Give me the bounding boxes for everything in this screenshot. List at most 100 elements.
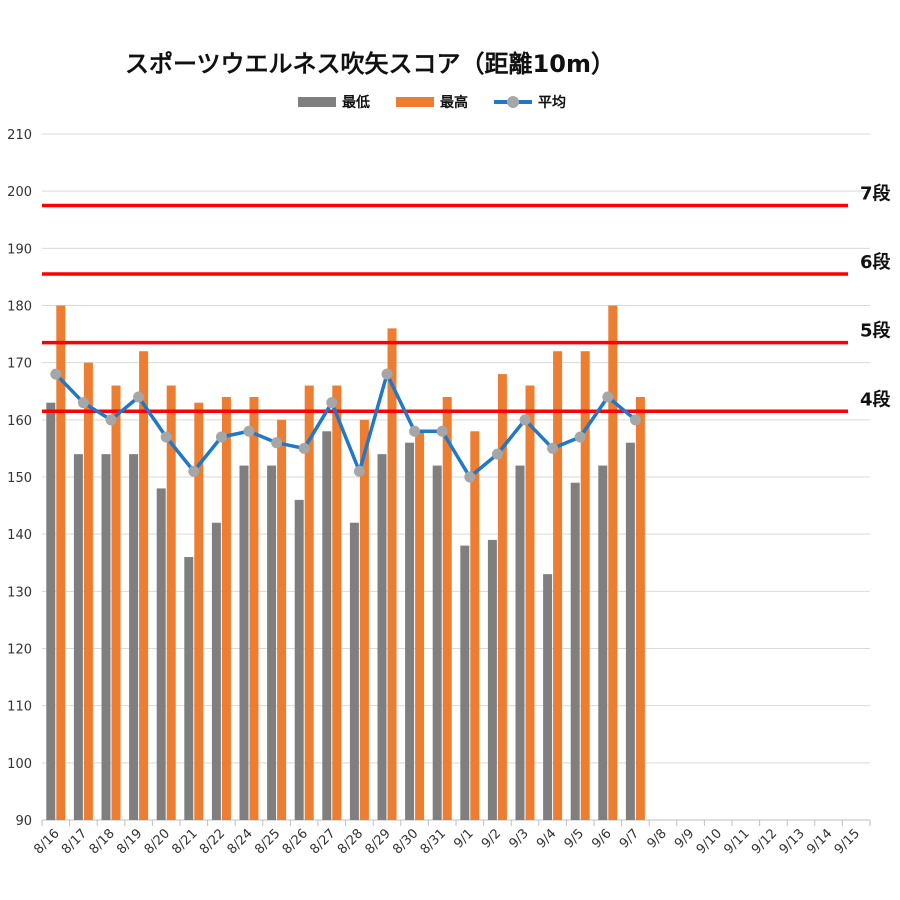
y-tick-label: 200 <box>7 185 32 200</box>
reference-label: 4段 <box>860 388 892 410</box>
avg-point <box>519 414 531 426</box>
bar-max <box>332 385 342 820</box>
legend-swatch-avg <box>494 96 532 108</box>
avg-point <box>271 437 283 449</box>
x-tick-label: 9/1 <box>451 826 476 851</box>
legend-label-min: 最低 <box>342 95 370 111</box>
y-tick-label: 90 <box>15 814 32 829</box>
x-tick-label: 9/8 <box>644 826 669 851</box>
reference-label: 7段 <box>860 182 892 204</box>
x-tick-label: 9/3 <box>506 826 531 851</box>
bar-min <box>129 454 139 820</box>
y-tick-label: 210 <box>7 128 32 143</box>
y-tick-label: 110 <box>7 700 32 715</box>
x-tick-label: 9/6 <box>589 826 614 851</box>
y-tick-label: 100 <box>7 757 32 772</box>
y-tick-label: 170 <box>7 357 32 372</box>
legend: 最低 最高 平均 <box>298 92 566 112</box>
avg-point <box>409 425 421 437</box>
avg-point <box>105 414 117 426</box>
legend-item-min: 最低 <box>298 92 370 112</box>
avg-point <box>215 431 227 443</box>
x-tick-label: 8/16 <box>31 826 62 857</box>
x-tick-label: 8/29 <box>363 826 394 857</box>
bar-min <box>570 482 580 820</box>
bar-max <box>166 385 176 820</box>
x-tick-label: 8/24 <box>225 826 256 857</box>
bar-min <box>487 539 497 820</box>
legend-item-max: 最高 <box>396 92 468 112</box>
avg-point <box>133 391 145 403</box>
x-tick-label: 9/10 <box>694 826 725 857</box>
bar-max <box>56 305 66 820</box>
x-tick-label: 8/30 <box>390 826 421 857</box>
x-tick-label: 8/26 <box>280 826 311 857</box>
legend-item-avg: 平均 <box>494 92 566 112</box>
avg-point <box>574 431 586 443</box>
y-tick-label: 120 <box>7 643 32 658</box>
legend-swatch-min <box>298 97 336 107</box>
y-tick-label: 130 <box>7 585 32 600</box>
bar-max <box>249 396 259 820</box>
bar-max <box>525 385 535 820</box>
series-line-avg <box>54 372 637 479</box>
bar-max <box>277 419 287 820</box>
legend-label-avg: 平均 <box>538 95 566 111</box>
x-tick-label: 8/21 <box>169 826 200 857</box>
bar-min <box>405 442 415 820</box>
bar-min <box>625 442 635 820</box>
y-tick-label: 190 <box>7 242 32 257</box>
x-tick-label: 8/28 <box>335 826 366 857</box>
x-tick-label: 8/31 <box>418 826 449 857</box>
x-tick-label: 8/20 <box>142 826 173 857</box>
bar-max <box>553 351 563 820</box>
avg-point <box>160 431 172 443</box>
bar-max <box>415 431 425 820</box>
avg-point <box>326 397 338 409</box>
avg-point <box>464 471 476 483</box>
bar-max <box>221 396 231 820</box>
bar-min <box>156 488 166 820</box>
bar-max <box>83 362 93 820</box>
reference-label: 6段 <box>860 251 892 273</box>
bar-max <box>470 431 480 820</box>
avg-point <box>602 391 614 403</box>
x-tick-label: 9/12 <box>749 826 780 857</box>
x-tick-label: 8/25 <box>252 826 283 857</box>
bar-max <box>442 396 452 820</box>
avg-point <box>381 368 393 380</box>
bar-max <box>497 374 507 820</box>
bar-max <box>387 328 397 820</box>
bar-max <box>635 396 645 820</box>
bar-max <box>194 402 204 820</box>
avg-point <box>188 465 200 477</box>
y-tick-label: 180 <box>7 300 32 315</box>
avg-point <box>629 414 641 426</box>
bar-min <box>46 402 56 820</box>
x-tick-label: 8/22 <box>197 826 228 857</box>
bar-min <box>543 574 553 820</box>
x-tick-label: 9/11 <box>721 826 752 857</box>
bar-min <box>432 465 442 820</box>
avg-point <box>298 442 310 454</box>
bar-max <box>139 351 149 820</box>
y-tick-label: 140 <box>7 528 32 543</box>
bar-min <box>184 557 194 820</box>
x-tick-label: 8/17 <box>59 826 90 857</box>
reference-label: 5段 <box>860 320 892 342</box>
bar-max <box>580 351 590 820</box>
x-tick-label: 9/5 <box>562 826 587 851</box>
legend-label-max: 最高 <box>440 95 468 111</box>
avg-point <box>491 448 503 460</box>
x-tick-label: 8/19 <box>114 826 145 857</box>
bar-min <box>515 465 525 820</box>
x-tick-label: 9/14 <box>804 826 835 857</box>
avg-point <box>353 465 365 477</box>
chart-title: スポーツウエルネス吹矢スコア（距離10m） <box>125 50 615 78</box>
x-tick-label: 9/15 <box>832 826 863 857</box>
bar-min <box>322 431 332 820</box>
bar-min <box>239 465 249 820</box>
bar-min <box>349 522 359 820</box>
bar-min <box>294 499 304 820</box>
